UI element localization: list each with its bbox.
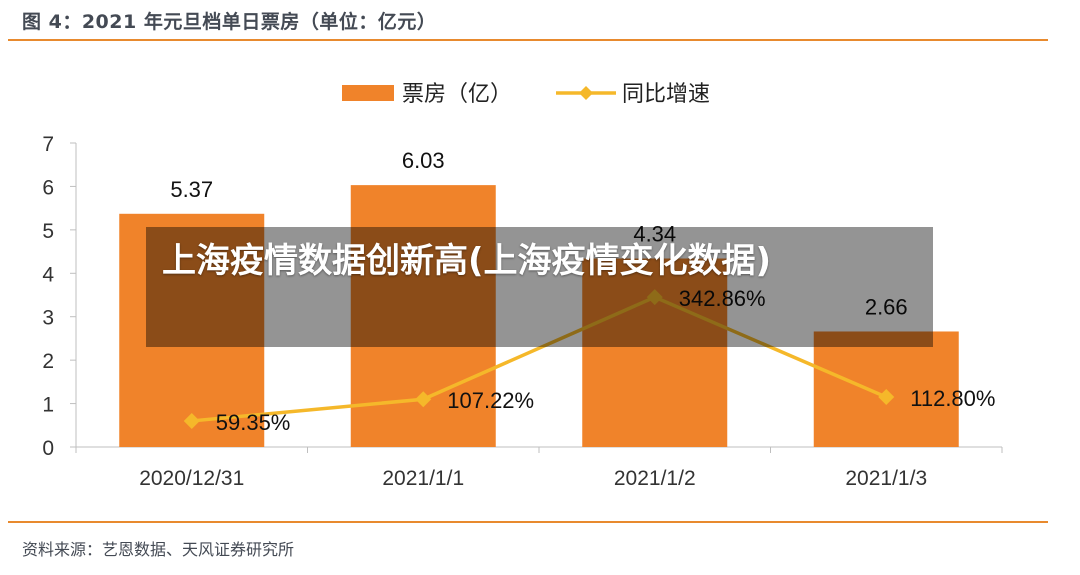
line-value-label: 112.80% [910, 386, 995, 411]
line-series [183, 289, 895, 429]
figure-title: 图 4：2021 年元旦档单日票房（单位：亿元） [22, 11, 437, 33]
data-labels: 5.37 6.03 4.34 2.66 59.35% 107.22% 342.86% 112.… [170, 148, 995, 435]
line-point [878, 389, 895, 406]
line-value-label: 59.35% [216, 410, 291, 435]
overlay-text: 上海疫情数据创新高(上海疫情变化数据) [162, 241, 772, 281]
bar-value-label: 2.66 [865, 294, 908, 319]
line-point [646, 289, 663, 306]
line-point [415, 391, 432, 408]
overlay-banner [146, 227, 933, 347]
line-value-label: 342.86% [679, 286, 766, 311]
top-rule [8, 39, 1048, 41]
x-tick-label: 2021/1/1 [382, 467, 464, 490]
y-tick-label: 7 [42, 133, 54, 156]
y-tick-label: 6 [42, 176, 54, 199]
bar [119, 213, 265, 447]
legend: 票房（亿） 同比增速 [342, 82, 710, 107]
x-tick-label: 2021/1/3 [845, 467, 927, 490]
legend-line-label: 同比增速 [622, 82, 710, 107]
y-tick-label: 2 [42, 350, 54, 373]
y-tick-label: 4 [42, 263, 54, 286]
legend-line-marker [579, 86, 593, 100]
y-tick-label: 0 [42, 437, 54, 460]
x-tick-label: 2020/12/31 [139, 467, 244, 490]
bar-value-label: 4.34 [633, 222, 676, 247]
line-value-label: 107.22% [447, 388, 534, 413]
bar-value-label: 6.03 [402, 148, 445, 173]
bar-value-label: 5.37 [170, 177, 213, 202]
source-note: 资料来源：艺恩数据、天风证券研究所 [22, 540, 295, 559]
legend-bar-label: 票房（亿） [402, 82, 512, 107]
line-point [183, 412, 200, 429]
growth-line [191, 295, 887, 423]
bottom-rule [8, 521, 1048, 523]
legend-bar-swatch [342, 85, 394, 101]
y-tick-label: 5 [42, 220, 54, 243]
x-tick-label: 2021/1/2 [614, 467, 696, 490]
y-tick-label: 3 [42, 307, 54, 330]
y-tick-label: 1 [42, 394, 54, 417]
